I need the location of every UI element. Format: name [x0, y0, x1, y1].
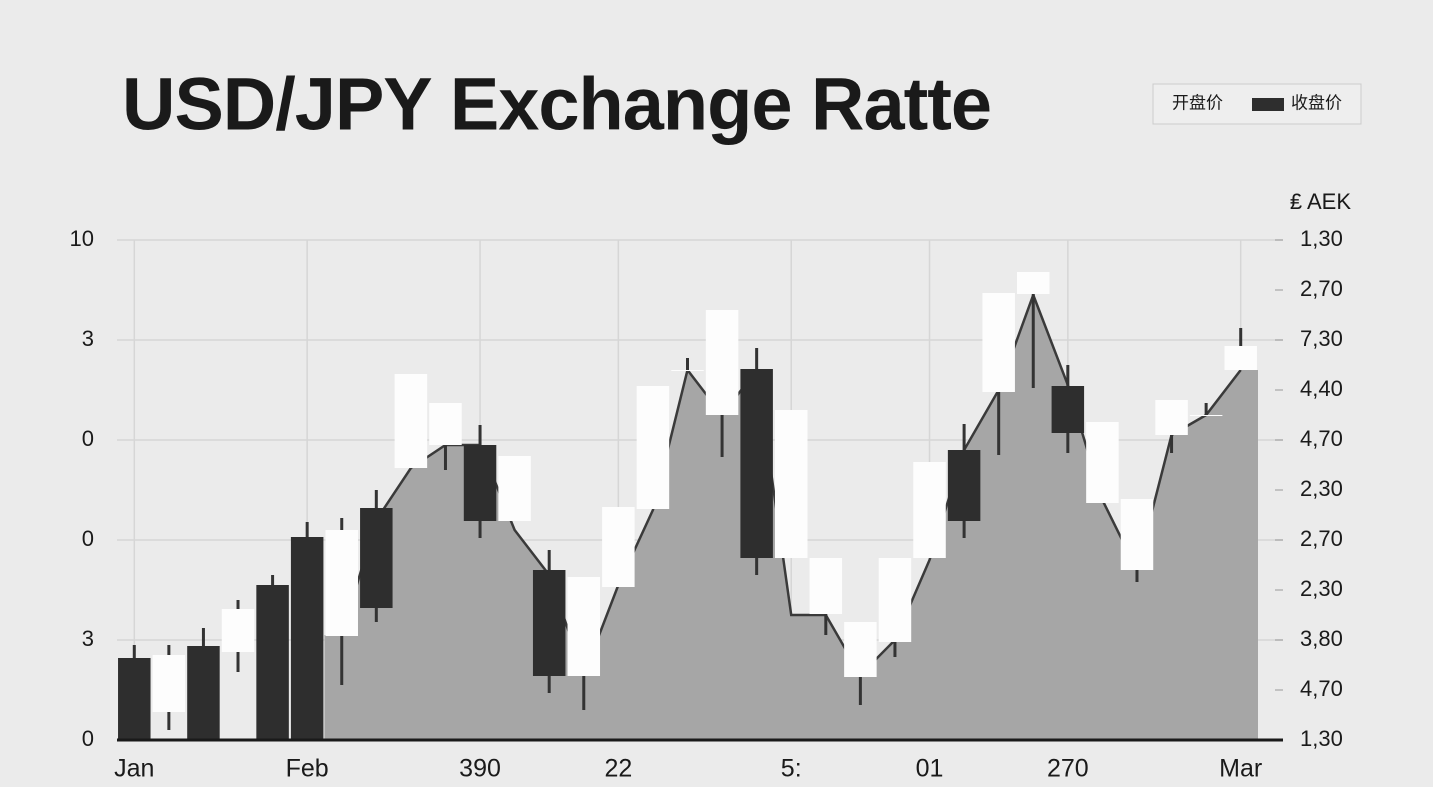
y2-axis-label: ₤ AEK [1290, 189, 1351, 214]
y-tick-label: 3 [82, 626, 94, 651]
candle-body [947, 450, 981, 521]
candle-body [567, 577, 601, 676]
candle-body [532, 570, 566, 676]
y2-tick-label: 2,70 [1300, 276, 1343, 301]
candle-body [498, 456, 531, 521]
x-tick-label: Jan [114, 755, 154, 783]
legend-label: 收盘价 [1291, 93, 1342, 112]
x-tick-label: 01 [916, 755, 944, 783]
candle-body [740, 369, 773, 558]
y-tick-label: 0 [82, 726, 94, 751]
y-tick-label: 10 [70, 226, 94, 251]
x-tick-label: 270 [1047, 755, 1089, 783]
legend-swatch [1252, 98, 1284, 111]
candle-body [394, 374, 428, 468]
candle-body [463, 445, 497, 521]
y2-tick-label: 7,30 [1300, 326, 1343, 351]
candle-body [1224, 346, 1257, 370]
x-tick-label: 22 [604, 755, 632, 783]
y-tick-label: 3 [82, 326, 94, 351]
legend-label: 开盘价 [1172, 93, 1223, 112]
candle-body [1017, 272, 1050, 294]
x-tick-label: Feb [286, 755, 329, 783]
y2-tick-label: 1,30 [1300, 726, 1343, 751]
candle-body [878, 558, 912, 642]
candle-body [844, 622, 877, 677]
candle-body [1155, 400, 1188, 435]
chart-title: USD/JPY Exchange Ratte [122, 63, 991, 146]
y2-tick-label: 3,80 [1300, 626, 1343, 651]
candle-body [602, 507, 635, 587]
y2-tick-label: 4,40 [1300, 376, 1343, 401]
candle-body [360, 508, 393, 608]
y2-tick-label: 2,70 [1300, 526, 1343, 551]
candle-body [290, 537, 324, 740]
y-tick-label: 0 [82, 426, 94, 451]
x-tick-label: Mar [1219, 755, 1262, 783]
candle-body [671, 370, 704, 371]
candle-body [982, 293, 1015, 392]
candle-body [913, 462, 946, 558]
candle-body [118, 658, 151, 740]
candle-body [809, 558, 843, 614]
candle-body [429, 403, 462, 445]
candle-body [1051, 386, 1085, 433]
candle-body [636, 386, 670, 509]
candle-body [187, 646, 220, 740]
x-tick-label: 5: [781, 755, 802, 783]
candle-body [325, 530, 358, 636]
y2-tick-label: 1,30 [1300, 226, 1343, 251]
y2-tick-label: 2,30 [1300, 576, 1343, 601]
y2-tick-label: 4,70 [1300, 676, 1343, 701]
candle-body [1189, 415, 1223, 416]
candle-body [1120, 499, 1154, 570]
candle-body [256, 585, 289, 740]
y2-tick-label: 2,30 [1300, 476, 1343, 501]
candle-body [152, 655, 186, 712]
y-tick-label: 0 [82, 526, 94, 551]
candle-body [221, 609, 255, 652]
x-tick-label: 390 [459, 755, 501, 783]
candle-body [774, 410, 808, 558]
candle-body [1086, 422, 1119, 503]
candle-body [705, 310, 739, 415]
y2-tick-label: 4,70 [1300, 426, 1343, 451]
